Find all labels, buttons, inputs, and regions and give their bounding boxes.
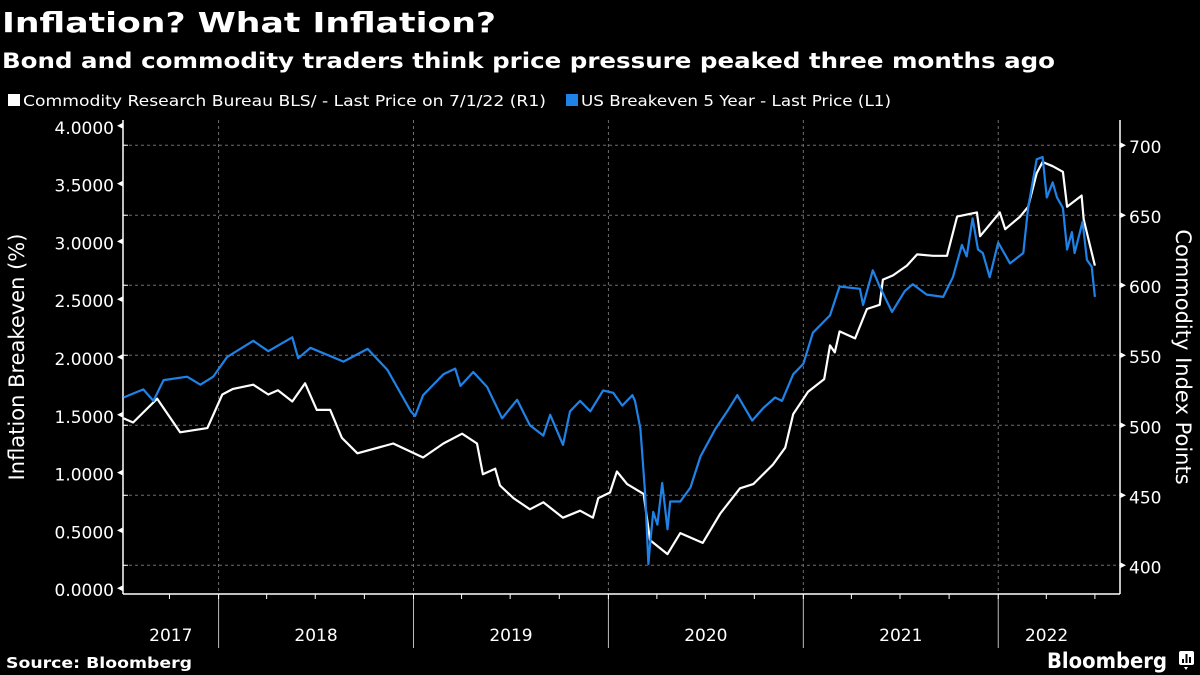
series-line-commodity-index — [123, 160, 1096, 556]
x-tick-label: 2017 — [149, 626, 192, 646]
gridlines — [123, 120, 1120, 594]
left-tick-label: 4.0000 — [55, 119, 114, 139]
left-tick-label: 2.0000 — [55, 350, 114, 370]
chart-title: Inflation? What Inflation? — [2, 6, 496, 39]
right-tick — [1120, 422, 1126, 429]
left-tick — [117, 180, 123, 187]
legend-label-commodity: Commodity Research Bureau BLS/ - Last Pr… — [23, 92, 546, 110]
chart-subtitle: Bond and commodity traders think price p… — [2, 49, 1055, 73]
legend: Commodity Research Bureau BLS/ - Last Pr… — [8, 92, 891, 110]
right-tick-label: 400 — [1129, 558, 1161, 578]
left-tick — [117, 296, 123, 303]
left-axis-label: Inflation Breakeven (%) — [5, 234, 29, 481]
right-tick — [1120, 562, 1126, 569]
right-tick-label: 550 — [1129, 348, 1161, 368]
left-tick-label: 0.5000 — [55, 523, 114, 543]
right-axis-label: Commodity Index Points — [1171, 229, 1195, 484]
left-tick-label: 1.0000 — [55, 466, 114, 486]
right-tick-label: 450 — [1129, 488, 1161, 508]
series-line-breakeven-5y — [123, 155, 1096, 565]
legend-swatch-breakeven — [566, 94, 578, 106]
right-tick — [1120, 212, 1126, 219]
left-tick-label: 1.5000 — [55, 408, 114, 428]
left-tick-label: 3.5000 — [55, 177, 114, 197]
left-tick — [117, 411, 123, 418]
x-tick-label: 2019 — [489, 626, 532, 646]
left-tick-label: 2.5000 — [55, 292, 114, 312]
x-tick-label: 2021 — [879, 626, 922, 646]
left-tick — [117, 585, 123, 592]
left-tick — [117, 527, 123, 534]
left-tick-label: 0.0000 — [55, 581, 114, 601]
x-tick-label: 2020 — [684, 626, 727, 646]
bloomberg-chart-icon — [1179, 651, 1194, 670]
series-lines — [123, 155, 1096, 565]
x-tick-label: 2022 — [1025, 626, 1068, 646]
right-tick — [1120, 282, 1126, 289]
left-tick — [117, 469, 123, 476]
legend-swatch-commodity — [8, 94, 20, 106]
right-tick-label: 600 — [1129, 278, 1161, 298]
axes: 400 450 500 550 600 650 700 2017 2018 2019 2020 202… — [55, 119, 1161, 648]
bloomberg-logo-text: Bloomberg — [1047, 649, 1167, 673]
right-tick-label: 650 — [1129, 208, 1161, 228]
right-tick — [1120, 352, 1126, 359]
left-tick — [117, 122, 123, 129]
right-tick — [1120, 492, 1126, 499]
series-points — [123, 156, 1095, 564]
left-tick — [117, 354, 123, 360]
right-tick-label: 500 — [1129, 418, 1161, 438]
source-note: Source: Bloomberg — [6, 654, 192, 672]
legend-label-breakeven: US Breakeven 5 Year - Last Price (L1) — [581, 92, 891, 110]
left-tick — [117, 238, 123, 245]
right-tick-label: 700 — [1129, 138, 1161, 158]
right-tick — [1120, 142, 1126, 149]
series-points — [123, 161, 1095, 555]
left-tick-label: 3.0000 — [55, 234, 114, 254]
x-tick-label: 2018 — [294, 626, 337, 646]
